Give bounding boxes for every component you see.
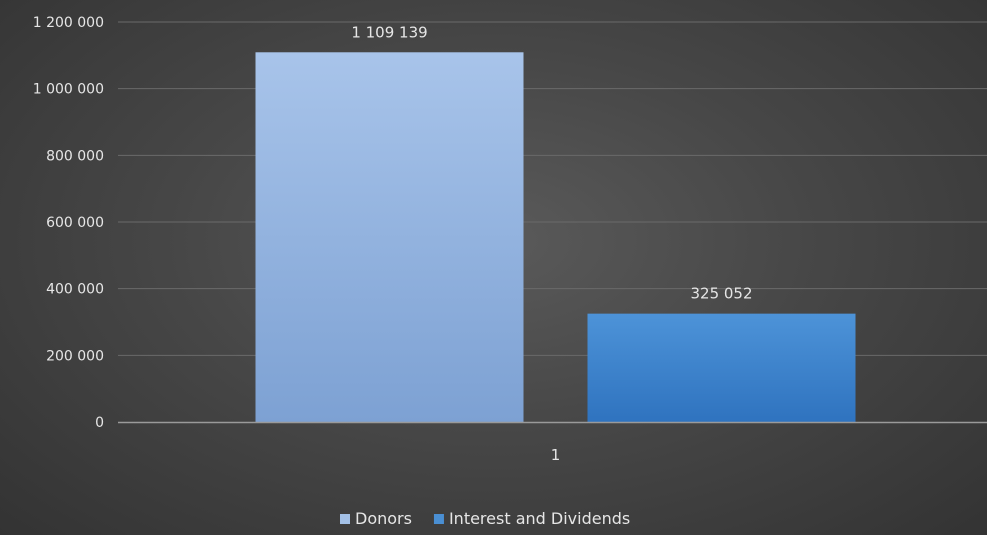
bar-interest-and-dividends (587, 313, 856, 422)
legend-label-interest-and-dividends: Interest and Dividends (449, 509, 630, 528)
y-tick-label: 1 000 000 (33, 82, 104, 98)
y-tick-label: 0 (95, 415, 104, 431)
x-tick-label: 1 (551, 446, 561, 464)
bar-donors (255, 52, 524, 423)
y-axis-tick-labels: 0 200 000 400 000 600 000 800 000 1 000 000 1 … (33, 15, 104, 431)
data-labels: 1 109 139 325 052 (351, 23, 752, 302)
data-label: 1 109 139 (351, 23, 427, 41)
legend-label-donors: Donors (355, 509, 412, 528)
legend-swatch-interest-and-dividends (433, 514, 444, 524)
gridlines (118, 21, 987, 356)
x-axis-tick-labels: 1 (551, 446, 561, 464)
y-tick-label: 800 000 (46, 148, 104, 164)
y-tick-label: 600 000 (46, 215, 104, 231)
y-tick-label: 200 000 (46, 348, 104, 364)
data-label: 325 052 (690, 285, 752, 303)
legend: Donors Interest and Dividends (340, 509, 630, 528)
legend-swatch-donors (340, 514, 350, 524)
y-tick-label: 400 000 (46, 282, 104, 298)
y-tick-label: 1 200 000 (33, 15, 104, 31)
bars (255, 52, 856, 423)
